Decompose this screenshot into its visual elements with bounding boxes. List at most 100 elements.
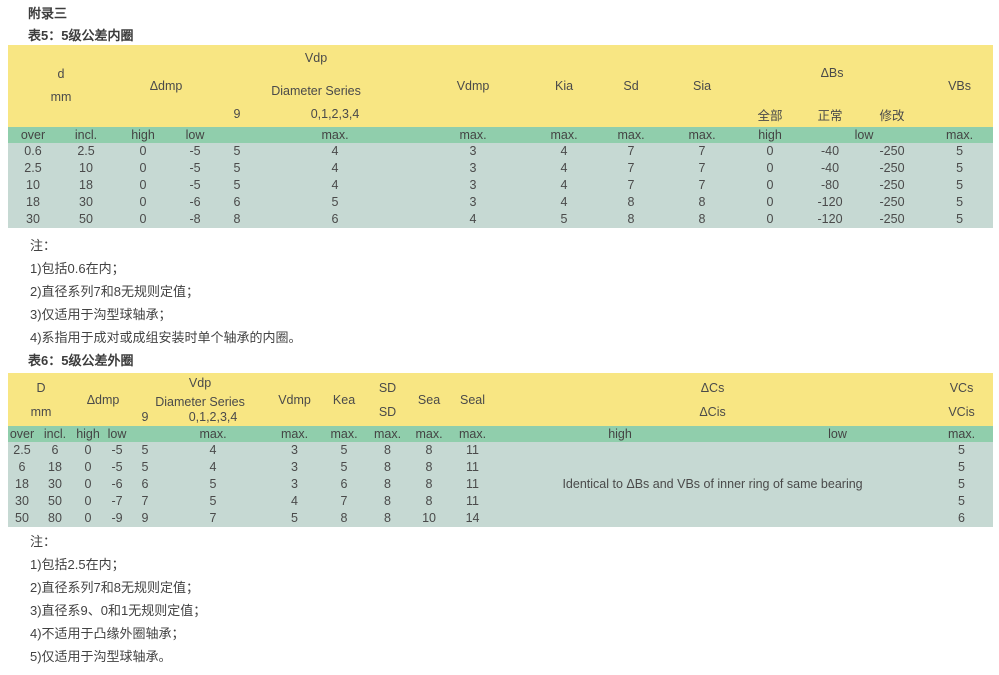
data-cell: 8 xyxy=(367,476,409,493)
t6-sub-cs-high: high xyxy=(495,426,746,442)
t5-sub-bs-high: high xyxy=(738,127,803,143)
data-cell: -5 xyxy=(172,160,219,177)
data-cell: 80 xyxy=(36,510,75,527)
data-cell: -40 xyxy=(802,160,859,177)
t5-col-series-9: 9 xyxy=(218,101,257,127)
t6-mm-label: mm xyxy=(30,404,52,419)
t6-sub-high: high xyxy=(74,426,103,442)
note-line: 5)仅适用于沟型球轴承。 xyxy=(30,649,172,664)
table-row: 6 18 0 -5 5 4 3 5 8 8 11 5 xyxy=(8,459,994,476)
data-cell: 4 xyxy=(158,442,269,459)
data-cell: 4 xyxy=(532,143,597,160)
t6-vdp-label: Vdp xyxy=(188,376,212,390)
data-cell: 8 xyxy=(408,493,451,510)
data-cell: 7 xyxy=(666,143,739,160)
table5-inner-ring-tolerance: d mm Δdmp Vdp Diameter Series Vdmp Kia S… xyxy=(8,45,994,228)
t6-col-sd: SD SD xyxy=(367,373,409,426)
t5-sub-high: high xyxy=(114,127,173,143)
data-cell: 30 xyxy=(58,194,115,211)
data-cell: 3 xyxy=(414,160,533,177)
t6-diameter-series-label: Diameter Series xyxy=(155,395,245,409)
table-row: 18 30 0 -6 6 5 3 6 8 8 11 5 xyxy=(8,476,994,493)
data-cell: 7 xyxy=(596,177,667,194)
data-cell: 6 xyxy=(36,442,75,459)
data-cell: 5 xyxy=(926,143,994,160)
data-cell: 2.5 xyxy=(8,160,58,177)
t6-sub-max-vcs: max. xyxy=(930,426,994,442)
data-cell: 7 xyxy=(666,160,739,177)
data-cell: -120 xyxy=(802,211,859,228)
data-cell: 0 xyxy=(74,476,103,493)
data-cell: 5 xyxy=(218,177,257,194)
t6-col-vcs: VCs VCis xyxy=(930,373,994,426)
note-line: 3)仅适用于沟型球轴承； xyxy=(30,307,172,322)
data-cell: 10 xyxy=(408,510,451,527)
data-cell: 3 xyxy=(268,442,322,459)
t6-sub-over: over xyxy=(8,426,36,442)
t6-sub-max-series: max. xyxy=(158,426,269,442)
data-cell: -80 xyxy=(802,177,859,194)
data-cell: 5 xyxy=(930,476,994,493)
t5-sub-max-kia: max. xyxy=(532,127,597,143)
data-cell: -7 xyxy=(102,493,133,510)
t5-vdp-label: Vdp xyxy=(304,51,328,65)
t6-vcs-label: VCs xyxy=(949,380,974,395)
data-cell: 8 xyxy=(408,442,451,459)
note-line: 注： xyxy=(30,534,57,549)
data-cell: 11 xyxy=(450,476,496,493)
data-cell: 0 xyxy=(74,510,103,527)
t5-col-vdp-group: Vdp Diameter Series xyxy=(218,45,415,101)
data-cell: 5 xyxy=(532,211,597,228)
t6-sub-max-sd: max. xyxy=(367,426,409,442)
table-row: 10 18 0 -5 5 4 3 4 7 7 0 -80 -250 5 xyxy=(8,177,994,194)
t6-sd-top-label: SD xyxy=(378,380,397,395)
t6-col-seal: Seal xyxy=(450,373,496,426)
data-cell: 0 xyxy=(74,493,103,510)
data-cell: 18 xyxy=(58,177,115,194)
table5-header-row2: 9 0,1,2,3,4 全部 正常 修改 xyxy=(8,101,993,127)
t5-col-delta-bs-group: ΔBs xyxy=(738,45,927,101)
data-cell: 0.6 xyxy=(8,143,58,160)
t6-col-sea: Sea xyxy=(408,373,451,426)
t6-sub-low: low xyxy=(102,426,133,442)
data-cell: 14 xyxy=(450,510,496,527)
data-cell: 0 xyxy=(114,143,173,160)
data-cell: 4 xyxy=(268,493,322,510)
t5-sub-max-vbs: max. xyxy=(926,127,994,143)
table6-title: 表6：5级公差外圈 xyxy=(28,353,134,368)
merged-note-cell: Identical to ΔBs and VBs of inner ring o… xyxy=(495,442,931,527)
t6-vcis-label: VCis xyxy=(948,404,975,419)
data-cell: -250 xyxy=(858,177,927,194)
t6-col-d-mm: D mm xyxy=(8,373,75,426)
data-cell: 8 xyxy=(408,476,451,493)
t6-delta-cs-label: ΔCs xyxy=(700,380,725,395)
t6-sub-max-seal: max. xyxy=(450,426,496,442)
t6-sub-max-sea: max. xyxy=(408,426,451,442)
data-cell: 3 xyxy=(268,476,322,493)
data-cell: -8 xyxy=(172,211,219,228)
table-row: 2.5 10 0 -5 5 4 3 4 7 7 0 -40 -250 5 xyxy=(8,160,994,177)
note-line: 注： xyxy=(30,238,57,253)
t6-sub-incl: incl. xyxy=(36,426,75,442)
data-cell: 3 xyxy=(268,459,322,476)
data-cell: 8 xyxy=(367,442,409,459)
table-row: 30 50 0 -7 7 5 4 7 8 8 11 5 xyxy=(8,493,994,510)
note-line: 4)系指用于成对或成组安装时单个轴承的内圈。 xyxy=(30,330,302,345)
t5-diameter-series-label: Diameter Series xyxy=(271,84,361,98)
data-cell: 8 xyxy=(666,194,739,211)
data-cell: 5 xyxy=(926,194,994,211)
data-cell: 5 xyxy=(926,177,994,194)
table5-subheader-row: over incl. high low max. max. max. max. … xyxy=(8,127,994,143)
data-cell: 8 xyxy=(367,510,409,527)
data-cell: 8 xyxy=(596,194,667,211)
data-cell: 50 xyxy=(58,211,115,228)
data-cell: 11 xyxy=(450,459,496,476)
data-cell: 0 xyxy=(114,211,173,228)
data-cell: 5 xyxy=(321,442,368,459)
t5-col-d-mm: d mm xyxy=(8,45,115,127)
table-row: 30 50 0 -8 8 6 4 5 8 8 0 -120 -250 5 xyxy=(8,211,994,228)
data-cell: 4 xyxy=(256,143,415,160)
data-cell: 7 xyxy=(666,177,739,194)
data-cell: 6 xyxy=(321,476,368,493)
data-cell: 11 xyxy=(450,493,496,510)
